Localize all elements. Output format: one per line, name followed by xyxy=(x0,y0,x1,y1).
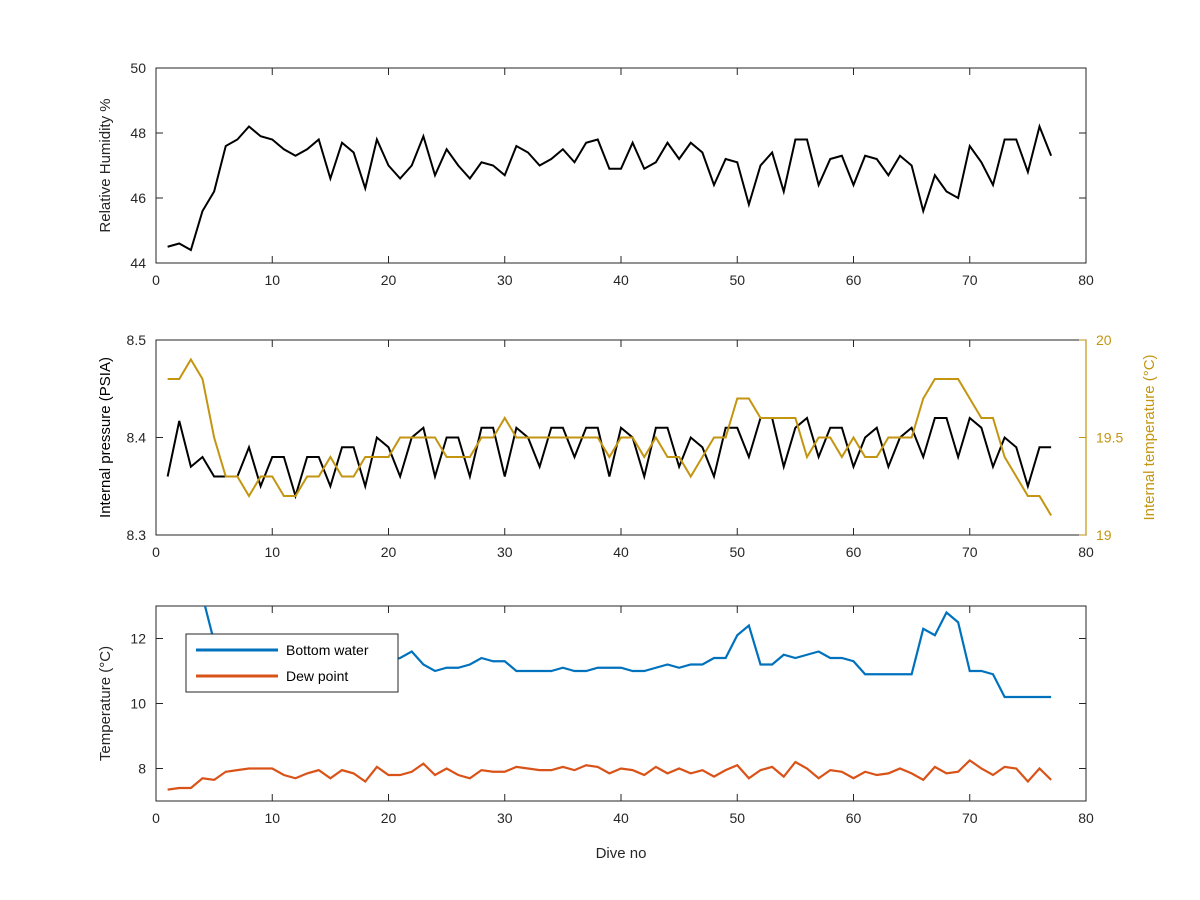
y-right-tick-label: 19.5 xyxy=(1096,430,1123,446)
legend-label: Bottom water xyxy=(286,642,369,658)
y-tick-label: 44 xyxy=(130,255,146,271)
x-tick-label: 10 xyxy=(264,272,280,288)
x-tick-label: 60 xyxy=(846,810,862,826)
x-tick-label: 0 xyxy=(152,272,160,288)
x-tick-label: 80 xyxy=(1078,272,1094,288)
x-axis-label: Dive no xyxy=(596,845,647,862)
series-line-1-1 xyxy=(167,357,1052,517)
x-tick-label: 10 xyxy=(264,544,280,560)
x-tick-label: 60 xyxy=(846,544,862,560)
x-tick-label: 20 xyxy=(381,810,397,826)
x-tick-label: 50 xyxy=(729,544,745,560)
x-tick-label: 30 xyxy=(497,810,513,826)
y-tick-label: 8.3 xyxy=(127,527,147,543)
x-tick-label: 50 xyxy=(729,810,745,826)
x-tick-label: 10 xyxy=(264,810,280,826)
x-tick-label: 30 xyxy=(497,544,513,560)
x-tick-label: 0 xyxy=(152,544,160,560)
y-right-tick-label: 20 xyxy=(1096,332,1112,348)
x-tick-label: 60 xyxy=(846,272,862,288)
x-tick-label: 20 xyxy=(381,272,397,288)
y-tick-label: 46 xyxy=(130,190,146,206)
y-tick-label: 48 xyxy=(130,125,146,141)
x-tick-label: 30 xyxy=(497,272,513,288)
x-tick-label: 80 xyxy=(1078,810,1094,826)
pressure-temperature-panel: 0 10 20 30 40 50 60 70 80 8.3 8.4 8.5 19 19.5 20 Intern… xyxy=(97,332,1158,560)
x-tick-label: 20 xyxy=(381,544,397,560)
y-tick-label: 8.5 xyxy=(127,332,147,348)
y-tick-label: 50 xyxy=(130,60,146,76)
water-dewpoint-panel: 0 10 20 30 40 50 60 70 80 8 10 12 Temperature (°C) Di… xyxy=(97,605,1094,862)
series-line-0-0 xyxy=(167,123,1053,252)
x-tick-label: 40 xyxy=(613,544,629,560)
legend-box xyxy=(185,633,399,693)
x-tick-label: 70 xyxy=(962,272,978,288)
x-tick-label: 50 xyxy=(729,272,745,288)
x-tick-label: 80 xyxy=(1078,544,1094,560)
y-right-axis-label: Internal temperature (°C) xyxy=(1141,354,1158,520)
y-tick-label: 8 xyxy=(138,761,146,777)
x-tick-label: 0 xyxy=(152,810,160,826)
x-tick-label: 40 xyxy=(613,810,629,826)
humidity-panel: 0 10 20 30 40 50 60 70 80 44 46 48 50 Relative Humidi… xyxy=(97,60,1094,288)
legend-label: Dew point xyxy=(286,668,348,684)
series-line-dew-point xyxy=(167,758,1052,791)
plot-area xyxy=(155,67,1087,264)
y-right-tick-label: 19 xyxy=(1096,527,1112,543)
y-tick-label: 8.4 xyxy=(127,430,147,446)
y-axis-label: Relative Humidity % xyxy=(97,98,114,232)
y-axis-label: Internal pressure (PSIA) xyxy=(97,357,114,518)
x-tick-label: 70 xyxy=(962,810,978,826)
y-tick-label: 10 xyxy=(130,696,146,712)
series-line-1-0 xyxy=(166,416,1052,500)
y-tick-label: 12 xyxy=(130,631,146,647)
x-tick-label: 40 xyxy=(613,272,629,288)
legend: Bottom water Dew point xyxy=(185,633,399,693)
y-axis-label: Temperature (°C) xyxy=(97,646,114,761)
x-tick-label: 70 xyxy=(962,544,978,560)
